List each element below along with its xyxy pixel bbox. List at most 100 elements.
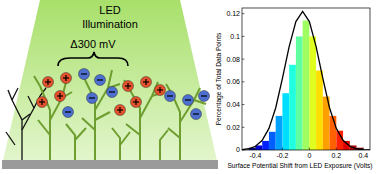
sign: [159, 87, 160, 93]
y-tick: [242, 59, 245, 60]
charge-circle: [155, 85, 166, 96]
sign: [193, 113, 199, 114]
branch: [12, 88, 18, 100]
positive-charge: [55, 91, 66, 102]
substrate: [2, 160, 218, 169]
branch: [22, 114, 30, 120]
bar: [276, 116, 283, 150]
sign: [81, 73, 87, 74]
positive-charge: [141, 77, 152, 88]
sign: [201, 95, 207, 96]
sign: [145, 79, 146, 85]
sign: [65, 111, 71, 112]
branch: [172, 94, 180, 160]
y-tick-label: 0.12: [226, 10, 240, 17]
y-tick: [242, 104, 245, 105]
charge-circle: [107, 87, 118, 98]
negative-charge: [63, 107, 74, 118]
branch: [95, 112, 110, 120]
branch: [38, 120, 50, 135]
y-tick-label: 0.02: [226, 124, 240, 131]
fit-line: [242, 11, 370, 149]
sign: [185, 99, 191, 100]
branch: [75, 128, 86, 140]
y-tick: [242, 127, 245, 128]
charge-circle: [61, 73, 72, 84]
bar: [296, 36, 303, 150]
x-tick: [282, 148, 283, 151]
bar: [330, 116, 337, 150]
branch: [6, 132, 15, 145]
positive-charge: [43, 77, 54, 88]
charge-circle: [63, 107, 74, 118]
plot-area: [242, 11, 370, 150]
y-tick-label: 0: [236, 146, 240, 153]
y-tick: [242, 36, 245, 37]
branch: [112, 128, 120, 160]
sign: [119, 107, 120, 113]
negative-charge: [107, 87, 118, 98]
negative-charge: [191, 109, 202, 120]
negative-charge: [199, 91, 210, 102]
positive-charge: [155, 85, 166, 96]
x-tick-label: -0.2: [276, 152, 288, 159]
bar: [282, 93, 289, 150]
y-tick: [242, 81, 245, 82]
x-tick-label: 0.4: [358, 152, 368, 159]
x-tick: [255, 148, 256, 151]
positive-charge: [37, 97, 48, 108]
charge-circle: [183, 95, 194, 106]
sign: [97, 79, 103, 80]
branch: [34, 76, 40, 86]
charge-circle: [191, 109, 202, 120]
y-tick: [242, 150, 245, 151]
charge-circle: [87, 93, 98, 104]
branch: [120, 132, 130, 145]
x-tick-label: -0.4: [249, 152, 261, 159]
bar: [303, 20, 310, 150]
charge-circle: [95, 75, 106, 86]
charge-circle: [141, 77, 152, 88]
y-tick: [242, 13, 245, 14]
sign: [59, 93, 60, 99]
negative-charge: [79, 69, 90, 80]
positive-charge: [123, 81, 134, 92]
charge-circle: [55, 91, 66, 102]
sign: [135, 99, 136, 105]
negative-charge: [165, 91, 176, 102]
annotation: Illumination: [82, 18, 138, 30]
y-tick-label: 0.04: [226, 101, 240, 108]
bar: [309, 36, 316, 150]
y-tick-label: 0.06: [226, 78, 240, 85]
sign: [41, 99, 42, 105]
sign: [65, 75, 66, 81]
branch: [85, 80, 95, 160]
brace: [58, 52, 128, 66]
sign: [89, 97, 95, 98]
positive-charge: [115, 105, 126, 116]
bar: [262, 141, 269, 150]
annotation: Δ300 mV: [70, 38, 116, 50]
bar: [269, 132, 276, 150]
sign: [127, 83, 128, 89]
led-light: [2, 0, 218, 165]
annotation: LED: [99, 4, 120, 16]
sign: [167, 95, 173, 96]
charge-circle: [43, 77, 54, 88]
plot-background: [242, 8, 370, 150]
x-tick: [309, 148, 310, 151]
charge-circle: [199, 91, 210, 102]
negative-charge: [87, 93, 98, 104]
y-tick-label: 0.1: [230, 33, 240, 40]
sign: [109, 91, 115, 92]
negative-charge: [95, 75, 106, 86]
charge-circle: [115, 105, 126, 116]
x-tick: [336, 148, 337, 151]
negative-charge: [183, 95, 194, 106]
figure: LEDIlluminationΔ300 mV-0.4-0.200.20.400.…: [0, 0, 378, 174]
branch: [82, 118, 95, 130]
branch: [168, 128, 180, 138]
charge-circle: [165, 91, 176, 102]
branch: [12, 100, 22, 160]
x-tick-label: 0.2: [331, 152, 341, 159]
